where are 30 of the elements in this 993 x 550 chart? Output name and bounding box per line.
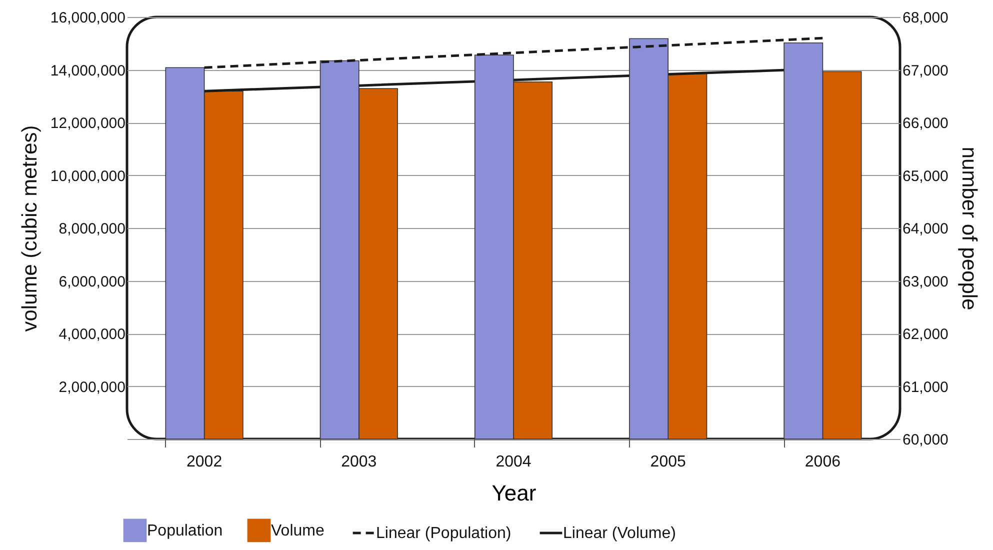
x-tick-label: 2002 (186, 454, 222, 470)
y-tick-label: 6,000,000 (58, 273, 126, 290)
legend-label: Population (147, 522, 223, 540)
x-tick-label: 2003 (341, 454, 377, 470)
legend-label: Linear (Volume) (563, 525, 676, 542)
y-axis-title: volume (cubic metres) (18, 125, 42, 332)
line-series (203, 36, 824, 69)
legend-label: Volume (271, 522, 324, 540)
y2-tick-label: 68,000 (902, 10, 948, 26)
y-tick-label: 10,000,000 (50, 168, 126, 185)
y-tick-label: 14,000,000 (50, 62, 126, 80)
y-tick-label: 4,000,000 (58, 326, 126, 343)
x-tick-label: 2004 (496, 454, 532, 470)
x-tick-label: 2006 (804, 454, 841, 470)
y2-tick-label: 63,000 (902, 273, 948, 290)
y2-tick-label: 60,000 (902, 432, 948, 448)
y-tick-label: 16,000,000 (50, 10, 126, 26)
y2-tick-label: 67,000 (902, 62, 948, 80)
y-tick-label: 2,000,000 (58, 378, 126, 396)
y2-tick-label: 64,000 (902, 220, 948, 238)
x-tick-label: 2005 (650, 454, 686, 470)
y-tick-label: 8,000,000 (58, 220, 126, 238)
legend-label: Linear (Population) (376, 525, 512, 542)
y2-axis-title: number of people (957, 146, 980, 310)
x-axis-title: Year (492, 480, 536, 506)
y2-tick-label: 66,000 (902, 115, 948, 132)
y2-tick-label: 62,000 (902, 326, 948, 343)
y-tick-label: 12,000,000 (50, 115, 126, 132)
y2-tick-label: 65,000 (902, 168, 948, 185)
y2-tick-label: 61,000 (902, 378, 948, 396)
